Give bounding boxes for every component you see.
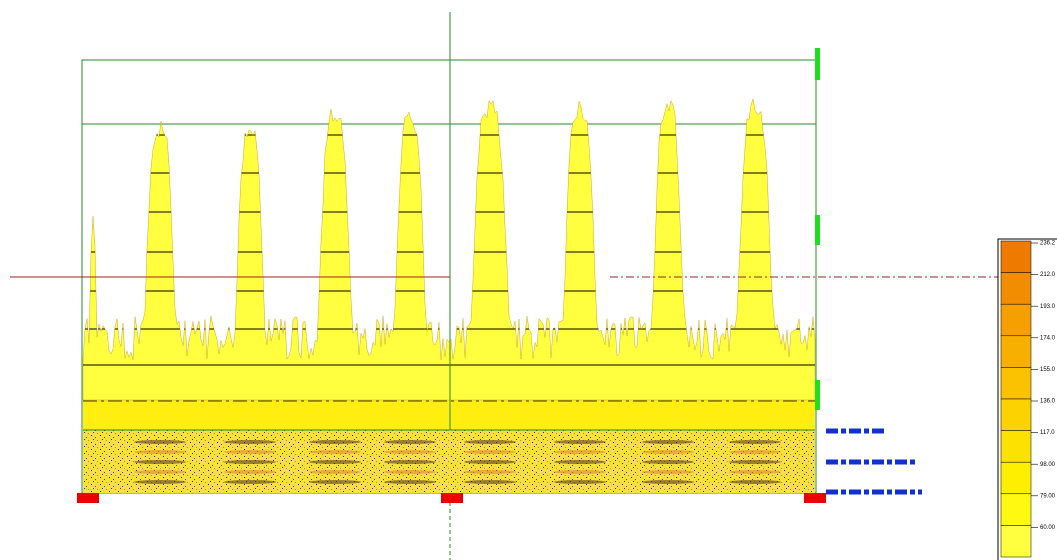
colorbar-label: 79.00 [1040, 493, 1056, 499]
floor-blob [384, 460, 436, 464]
surface-view: 236.2 212.0 193.0 174.0 155.0 136.0 117.0 98.00… [0, 0, 1057, 560]
floor-blob [642, 440, 694, 444]
colorbar-band [1001, 304, 1031, 336]
colorbar-band [1001, 462, 1031, 494]
floor-blob [554, 440, 606, 444]
floor-blob [642, 480, 694, 484]
colorbar-band [1001, 399, 1031, 431]
floor-blob [464, 480, 516, 484]
floor-blob [384, 470, 436, 474]
colorbar-label: 117.0 [1040, 430, 1055, 436]
colorbar: 236.2 212.0 193.0 174.0 155.0 136.0 117.0 98.00… [998, 239, 1057, 560]
floor-blob [309, 450, 361, 454]
colorbar-label: 98.00 [1040, 462, 1056, 468]
marker[interactable] [815, 215, 820, 245]
colorbar-label: 174.0 [1040, 335, 1056, 341]
marker[interactable] [815, 380, 820, 410]
floor-blob [554, 480, 606, 484]
colorbar-label: 212.0 [1040, 272, 1056, 278]
floor-projection [83, 430, 815, 493]
floor-blob [384, 440, 436, 444]
surface [83, 99, 815, 400]
floor-blob [224, 460, 276, 464]
floor-blob [224, 450, 276, 454]
colorbar-band [1001, 431, 1031, 463]
floor-blob [554, 450, 606, 454]
colorbar-band [1001, 525, 1031, 557]
floor-blob [729, 480, 781, 484]
floor-blob [642, 450, 694, 454]
floor-blob [134, 470, 186, 474]
floor-blob [134, 480, 186, 484]
floor-blob [642, 470, 694, 474]
floor-blob [464, 440, 516, 444]
floor-blob [224, 480, 276, 484]
floor-blob [384, 450, 436, 454]
floor-blob [642, 460, 694, 464]
marker[interactable] [77, 493, 99, 503]
marker[interactable] [815, 48, 820, 80]
marker[interactable] [804, 493, 826, 503]
colorbar-label: 60.00 [1040, 525, 1056, 531]
floor-blob [554, 470, 606, 474]
floor-blob [464, 450, 516, 454]
floor-blob [554, 460, 606, 464]
floor-blob [729, 460, 781, 464]
floor-blob [224, 470, 276, 474]
floor-blob [309, 440, 361, 444]
floor-blob [134, 450, 186, 454]
colorbar-label: 236.2 [1040, 241, 1056, 247]
colorbar-band [1001, 336, 1031, 368]
colorbar-band [1001, 273, 1031, 305]
floor-blob [729, 470, 781, 474]
colorbar-band [1001, 367, 1031, 399]
colorbar-band [1001, 241, 1031, 273]
colorbar-label: 136.0 [1040, 399, 1056, 405]
colorbar-label: 155.0 [1040, 367, 1056, 373]
floor-blob [134, 460, 186, 464]
marker[interactable] [441, 493, 463, 503]
page: 236.2 212.0 193.0 174.0 155.0 136.0 117.0 98.00… [0, 0, 1057, 560]
floor-blob [464, 470, 516, 474]
floor-blob [309, 460, 361, 464]
floor-blob [309, 480, 361, 484]
floor-blob [729, 440, 781, 444]
floor-blob [729, 450, 781, 454]
floor-blob [464, 460, 516, 464]
floor-blob [309, 470, 361, 474]
floor-blob [134, 440, 186, 444]
floor-blob [224, 440, 276, 444]
colorbar-band [1001, 494, 1031, 526]
colorbar-label: 193.0 [1040, 304, 1056, 310]
floor-blob [384, 480, 436, 484]
